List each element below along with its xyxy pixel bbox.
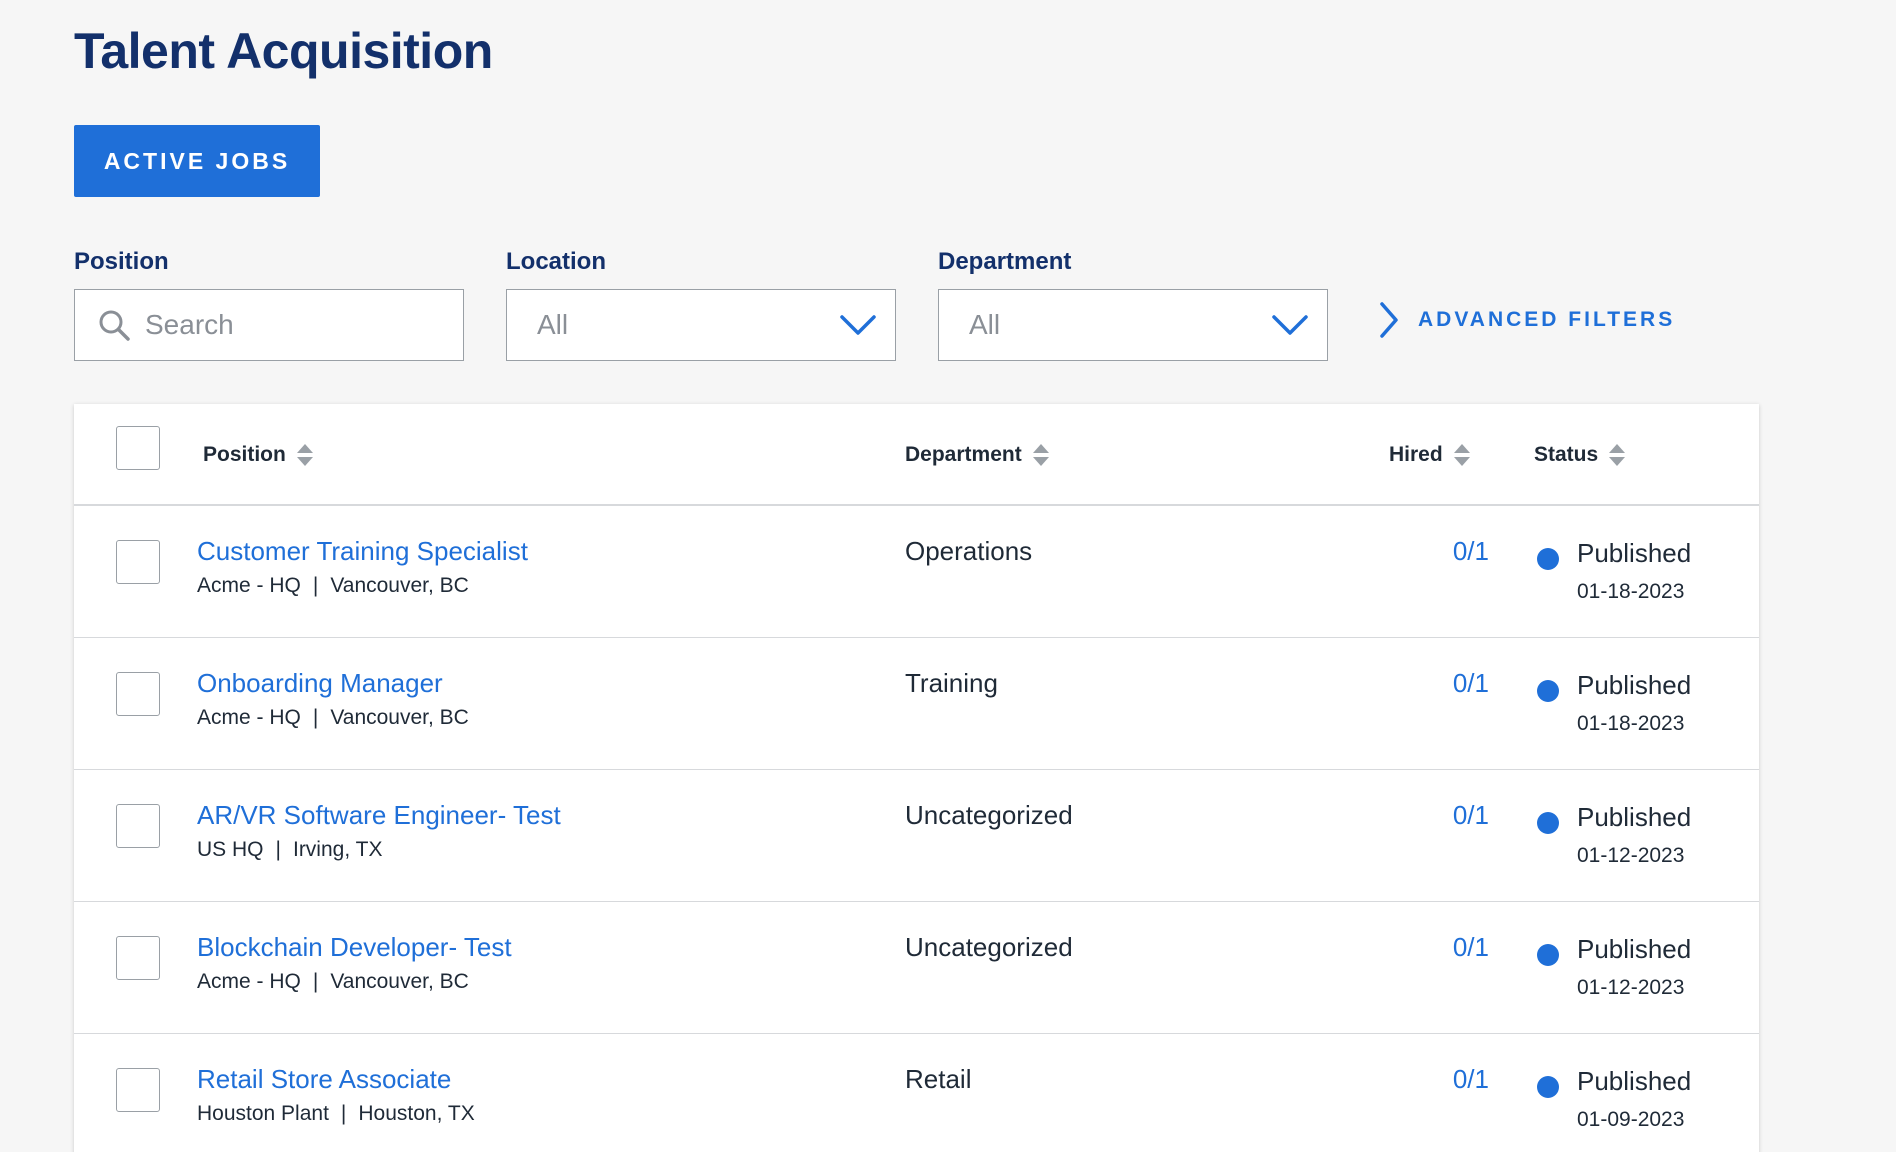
search-icon: [99, 310, 130, 341]
advanced-filters-label: ADVANCED FILTERS: [1418, 308, 1676, 331]
status-date: 01-12-2023: [1577, 976, 1685, 999]
chevron-right-icon: [1380, 302, 1398, 338]
position-link[interactable]: Customer Training Specialist: [197, 536, 528, 566]
sort-icon: [296, 444, 313, 466]
position-location: Acme - HQ | Vancouver, BC: [197, 970, 469, 994]
hired-count-link[interactable]: 0/1: [1452, 1064, 1489, 1094]
location-separator: |: [312, 706, 319, 729]
jobs-table: Position Department Hired Status: [74, 404, 1759, 1152]
position-location: Acme - HQ | Vancouver, BC: [197, 574, 469, 598]
column-header-status-label: Status: [1534, 443, 1599, 466]
advanced-filters-link[interactable]: ADVANCED FILTERS: [1378, 300, 1675, 340]
position-search-field[interactable]: [74, 289, 464, 361]
location-select[interactable]: All: [506, 289, 896, 361]
location-site: Acme - HQ: [197, 574, 301, 597]
column-header-department[interactable]: Department: [905, 442, 1050, 468]
active-jobs-button[interactable]: ACTIVE JOBS: [74, 125, 320, 197]
location-separator: |: [275, 838, 281, 861]
status-label: Published: [1577, 802, 1692, 832]
location-city: Vancouver, BC: [330, 574, 469, 597]
department-cell: Training: [905, 668, 998, 698]
department-cell: Uncategorized: [905, 800, 1073, 830]
table-row: Blockchain Developer- Test Acme - HQ | Van…: [74, 902, 1759, 1034]
table-row: Onboarding Manager Acme - HQ | Vancouver, …: [74, 638, 1759, 770]
page-title: Talent Acquisition: [74, 23, 493, 79]
column-header-status[interactable]: Status: [1534, 442, 1626, 468]
status-date: 01-12-2023: [1577, 844, 1685, 867]
location-city: Vancouver, BC: [330, 706, 469, 729]
location-site: US HQ: [197, 838, 264, 861]
hired-count-link[interactable]: 0/1: [1452, 932, 1489, 962]
column-header-department-label: Department: [905, 443, 1022, 466]
status-dot-icon: [1537, 1076, 1559, 1098]
position-filter-label: Position: [74, 248, 169, 275]
department-select[interactable]: All: [938, 289, 1328, 361]
location-city: Vancouver, BC: [330, 970, 469, 993]
position-link[interactable]: AR/VR Software Engineer- Test: [197, 800, 561, 830]
position-location: US HQ | Irving, TX: [197, 838, 382, 862]
location-separator: |: [312, 970, 319, 993]
location-site: Houston Plant: [197, 1102, 329, 1125]
location-select-value: All: [537, 309, 569, 340]
column-header-position[interactable]: Position: [203, 442, 314, 468]
status-dot-icon: [1537, 680, 1559, 702]
column-header-hired[interactable]: Hired: [1389, 442, 1471, 468]
hired-count-link[interactable]: 0/1: [1452, 668, 1489, 698]
status-dot-icon: [1537, 944, 1559, 966]
sort-icon: [1609, 444, 1626, 466]
status-label: Published: [1577, 670, 1692, 700]
row-checkbox[interactable]: [116, 1068, 160, 1112]
row-checkbox[interactable]: [116, 672, 160, 716]
sort-icon: [1453, 444, 1470, 466]
status-dot-icon: [1537, 812, 1559, 834]
status-label: Published: [1577, 1066, 1692, 1096]
department-cell: Uncategorized: [905, 932, 1073, 962]
status-dot-icon: [1537, 548, 1559, 570]
location-city: Houston, TX: [358, 1102, 475, 1125]
department-select-value: All: [969, 309, 1001, 340]
select-all-checkbox[interactable]: [116, 426, 160, 470]
status-date: 01-09-2023: [1577, 1108, 1685, 1131]
location-filter-label: Location: [506, 248, 606, 275]
position-link[interactable]: Retail Store Associate: [197, 1064, 452, 1094]
table-header: Position Department Hired Status: [74, 404, 1759, 506]
hired-count-link[interactable]: 0/1: [1452, 800, 1489, 830]
column-header-position-label: Position: [203, 443, 286, 466]
position-link[interactable]: Onboarding Manager: [197, 668, 443, 698]
location-city: Irving, TX: [292, 838, 383, 861]
status-date: 01-18-2023: [1577, 580, 1685, 603]
row-checkbox[interactable]: [116, 540, 160, 584]
status-label: Published: [1577, 538, 1692, 568]
chevron-down-icon: [840, 315, 876, 335]
status-label: Published: [1577, 934, 1692, 964]
search-input[interactable]: [145, 309, 435, 341]
location-separator: |: [340, 1102, 347, 1125]
row-checkbox[interactable]: [116, 804, 160, 848]
department-filter-label: Department: [938, 248, 1072, 275]
position-location: Houston Plant | Houston, TX: [197, 1102, 475, 1126]
status-date: 01-18-2023: [1577, 712, 1685, 735]
table-row: AR/VR Software Engineer- Test US HQ | Irvi…: [74, 770, 1759, 902]
position-location: Acme - HQ | Vancouver, BC: [197, 706, 469, 730]
row-checkbox[interactable]: [116, 936, 160, 980]
department-cell: Retail: [905, 1064, 972, 1094]
location-separator: |: [312, 574, 319, 597]
location-site: Acme - HQ: [197, 706, 301, 729]
table-row: Customer Training Specialist Acme - HQ | V…: [74, 506, 1759, 638]
table-row: Retail Store Associate Houston Plant | Hou…: [74, 1034, 1759, 1152]
sort-icon: [1032, 444, 1049, 466]
location-site: Acme - HQ: [197, 970, 301, 993]
column-header-hired-label: Hired: [1389, 443, 1443, 466]
position-link[interactable]: Blockchain Developer- Test: [197, 932, 512, 962]
chevron-down-icon: [1272, 315, 1308, 335]
hired-count-link[interactable]: 0/1: [1452, 536, 1489, 566]
department-cell: Operations: [905, 536, 1033, 566]
